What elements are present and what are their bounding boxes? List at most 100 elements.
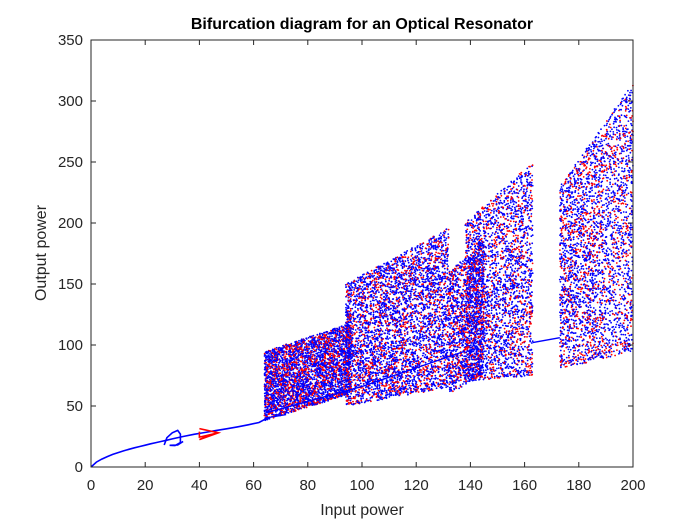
- chaotic-point: [274, 347, 276, 350]
- chaotic-point: [313, 363, 316, 365]
- chaotic-point: [277, 385, 280, 388]
- chaotic-point: [304, 339, 306, 342]
- chaotic-point: [276, 372, 279, 374]
- chaotic-point: [272, 387, 274, 390]
- chaotic-point: [277, 375, 280, 378]
- chaotic-point: [416, 318, 418, 321]
- chaotic-point: [308, 392, 311, 395]
- chaotic-point: [312, 390, 314, 393]
- chaotic-point: [303, 384, 306, 387]
- chaotic-point: [336, 385, 339, 388]
- chaotic-point: [324, 365, 327, 368]
- chaotic-point: [278, 350, 280, 353]
- chaotic-point: [297, 379, 300, 381]
- chaotic-point: [410, 303, 412, 305]
- chaotic-point: [308, 358, 310, 361]
- chaotic-point: [312, 353, 315, 356]
- chaotic-point: [334, 331, 337, 334]
- chaotic-point: [276, 351, 278, 354]
- chaotic-point: [305, 381, 307, 384]
- chaotic-point: [376, 350, 378, 353]
- chaotic-point: [287, 372, 290, 374]
- chaotic-point: [437, 377, 439, 380]
- chaotic-point: [414, 297, 416, 300]
- chaotic-point: [441, 383, 444, 385]
- chaotic-point: [323, 381, 325, 383]
- chaotic-point: [443, 328, 446, 331]
- chaotic-point: [329, 376, 332, 378]
- chaotic-point: [432, 329, 434, 332]
- chaotic-point: [273, 404, 276, 406]
- chaotic-point: [353, 289, 356, 291]
- chaotic-point: [435, 251, 437, 254]
- chaotic-point: [373, 281, 376, 283]
- chaotic-point: [303, 375, 305, 378]
- chaotic-point: [319, 335, 321, 337]
- chaotic-point: [311, 365, 313, 368]
- chaotic-point: [279, 401, 281, 404]
- chaotic-point: [336, 331, 339, 333]
- chaotic-point: [266, 373, 268, 376]
- chaotic-point: [325, 382, 328, 385]
- chaotic-point: [310, 376, 312, 379]
- chaotic-point: [417, 391, 420, 393]
- chaotic-point: [321, 371, 324, 374]
- chaotic-point: [422, 242, 425, 245]
- chaotic-point: [355, 354, 358, 357]
- chaotic-point: [383, 349, 385, 352]
- chaotic-point: [267, 385, 270, 387]
- chaotic-point: [326, 352, 329, 355]
- chaotic-point: [378, 385, 381, 387]
- chaotic-point: [309, 356, 312, 359]
- chaotic-point: [277, 395, 280, 398]
- chaotic-point: [271, 400, 274, 403]
- chaotic-point: [314, 361, 317, 364]
- chaotic-point: [333, 351, 336, 354]
- chaotic-point: [301, 404, 304, 407]
- chaotic-point: [272, 407, 275, 410]
- chaotic-point: [311, 342, 313, 345]
- chaotic-point: [408, 298, 411, 301]
- chaotic-point: [291, 366, 294, 369]
- chaotic-point: [299, 353, 302, 355]
- chaotic-point: [340, 368, 343, 371]
- chaotic-point: [339, 380, 341, 383]
- chaotic-point: [289, 360, 292, 363]
- chaotic-point: [333, 355, 335, 358]
- chaotic-point: [305, 348, 307, 351]
- chaotic-point: [330, 354, 333, 357]
- chaotic-point: [302, 382, 305, 384]
- chaotic-point: [375, 298, 377, 301]
- chaotic-point: [268, 405, 270, 408]
- chaotic-point: [333, 368, 335, 371]
- chaotic-point: [310, 386, 313, 389]
- chaotic-point: [269, 397, 272, 400]
- chaotic-point: [266, 389, 269, 392]
- chaotic-point: [329, 345, 332, 347]
- chaotic-point: [335, 371, 338, 374]
- chaotic-point: [333, 347, 336, 350]
- chaotic-point: [306, 366, 309, 369]
- chaotic-point: [421, 346, 423, 349]
- chaotic-point: [337, 381, 339, 383]
- chaotic-point: [274, 365, 276, 368]
- chaotic-point: [320, 349, 323, 352]
- chaotic-point: [320, 389, 323, 391]
- chaotic-point: [320, 385, 323, 387]
- chaotic-point: [277, 380, 280, 383]
- chaotic-point: [327, 366, 330, 369]
- chaotic-point: [334, 378, 336, 381]
- chaotic-point: [319, 388, 321, 390]
- chaotic-point: [413, 304, 416, 306]
- chaotic-point: [342, 355, 344, 358]
- chaotic-point: [337, 383, 339, 386]
- chaotic-point: [340, 336, 343, 338]
- chaotic-point: [308, 368, 310, 370]
- chaotic-point: [307, 380, 309, 382]
- chaotic-point: [274, 406, 276, 409]
- chaotic-point: [340, 370, 343, 373]
- chaotic-point: [281, 347, 284, 350]
- chaotic-point: [297, 359, 300, 361]
- chaotic-point: [323, 374, 325, 377]
- chaotic-point: [329, 355, 331, 358]
